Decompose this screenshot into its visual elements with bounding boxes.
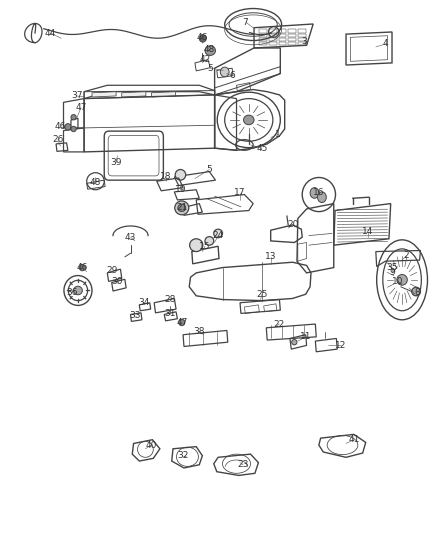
Text: 39: 39 — [110, 158, 122, 167]
Text: 36: 36 — [67, 288, 78, 296]
Text: 15: 15 — [199, 242, 211, 251]
Text: 5: 5 — [207, 64, 213, 72]
Ellipse shape — [214, 229, 223, 238]
Text: 31: 31 — [164, 309, 176, 318]
Ellipse shape — [397, 274, 407, 285]
Text: 42: 42 — [199, 55, 211, 64]
Text: 35: 35 — [386, 263, 398, 272]
Text: 18: 18 — [160, 173, 171, 181]
Text: 23: 23 — [237, 461, 249, 469]
Text: 44: 44 — [45, 29, 56, 37]
Text: 34: 34 — [138, 298, 149, 307]
Text: 46: 46 — [77, 263, 88, 272]
Polygon shape — [122, 92, 146, 97]
Text: 48: 48 — [90, 178, 101, 187]
Ellipse shape — [190, 239, 203, 252]
Text: 25: 25 — [256, 290, 268, 298]
Polygon shape — [92, 92, 116, 97]
Text: 46: 46 — [55, 123, 66, 131]
Text: 6: 6 — [229, 71, 235, 80]
Ellipse shape — [318, 192, 326, 203]
Text: 30: 30 — [112, 277, 123, 286]
Text: 1: 1 — [275, 130, 281, 139]
Ellipse shape — [205, 46, 215, 55]
Ellipse shape — [179, 319, 185, 326]
Ellipse shape — [292, 340, 297, 345]
Ellipse shape — [205, 237, 214, 245]
Text: 38: 38 — [194, 327, 205, 336]
Polygon shape — [152, 92, 176, 97]
Text: 46: 46 — [197, 33, 208, 42]
Text: 16: 16 — [313, 189, 325, 197]
Text: 4: 4 — [383, 39, 388, 48]
Text: 13: 13 — [265, 253, 276, 261]
Text: 14: 14 — [362, 228, 374, 236]
Text: 24: 24 — [212, 231, 224, 240]
Ellipse shape — [244, 115, 254, 125]
Ellipse shape — [310, 188, 319, 198]
Text: 7: 7 — [242, 18, 248, 27]
Text: 5: 5 — [206, 165, 212, 174]
Text: 47: 47 — [176, 318, 187, 327]
Text: 2: 2 — [404, 252, 409, 260]
Ellipse shape — [178, 204, 186, 212]
Ellipse shape — [71, 126, 76, 132]
Text: 32: 32 — [177, 451, 189, 460]
Text: 48: 48 — [204, 45, 215, 53]
Text: 29: 29 — [106, 266, 117, 275]
Text: 47: 47 — [75, 103, 87, 112]
Text: 40: 40 — [145, 441, 157, 449]
Text: 9: 9 — [389, 269, 395, 277]
Text: 12: 12 — [335, 341, 346, 350]
Text: 26: 26 — [52, 135, 64, 144]
Ellipse shape — [175, 169, 186, 180]
Ellipse shape — [412, 287, 420, 296]
Text: 10: 10 — [392, 277, 403, 286]
Ellipse shape — [199, 35, 206, 42]
Ellipse shape — [220, 67, 229, 77]
Text: 17: 17 — [234, 189, 246, 197]
Text: 19: 19 — [175, 185, 186, 193]
Ellipse shape — [79, 264, 85, 271]
Ellipse shape — [175, 201, 189, 215]
Text: 33: 33 — [129, 311, 141, 320]
Text: 22: 22 — [274, 320, 285, 328]
Ellipse shape — [65, 124, 71, 130]
Text: 41: 41 — [348, 435, 360, 444]
Text: 3: 3 — [301, 37, 307, 46]
Text: 45: 45 — [256, 144, 268, 152]
Text: 8: 8 — [414, 288, 420, 296]
Ellipse shape — [71, 115, 76, 120]
Text: 43: 43 — [125, 233, 136, 241]
Ellipse shape — [74, 286, 82, 295]
Text: 20: 20 — [287, 221, 298, 229]
Text: 11: 11 — [300, 333, 311, 341]
Text: 28: 28 — [164, 295, 176, 304]
Text: 37: 37 — [71, 92, 82, 100]
Text: 21: 21 — [176, 204, 187, 212]
